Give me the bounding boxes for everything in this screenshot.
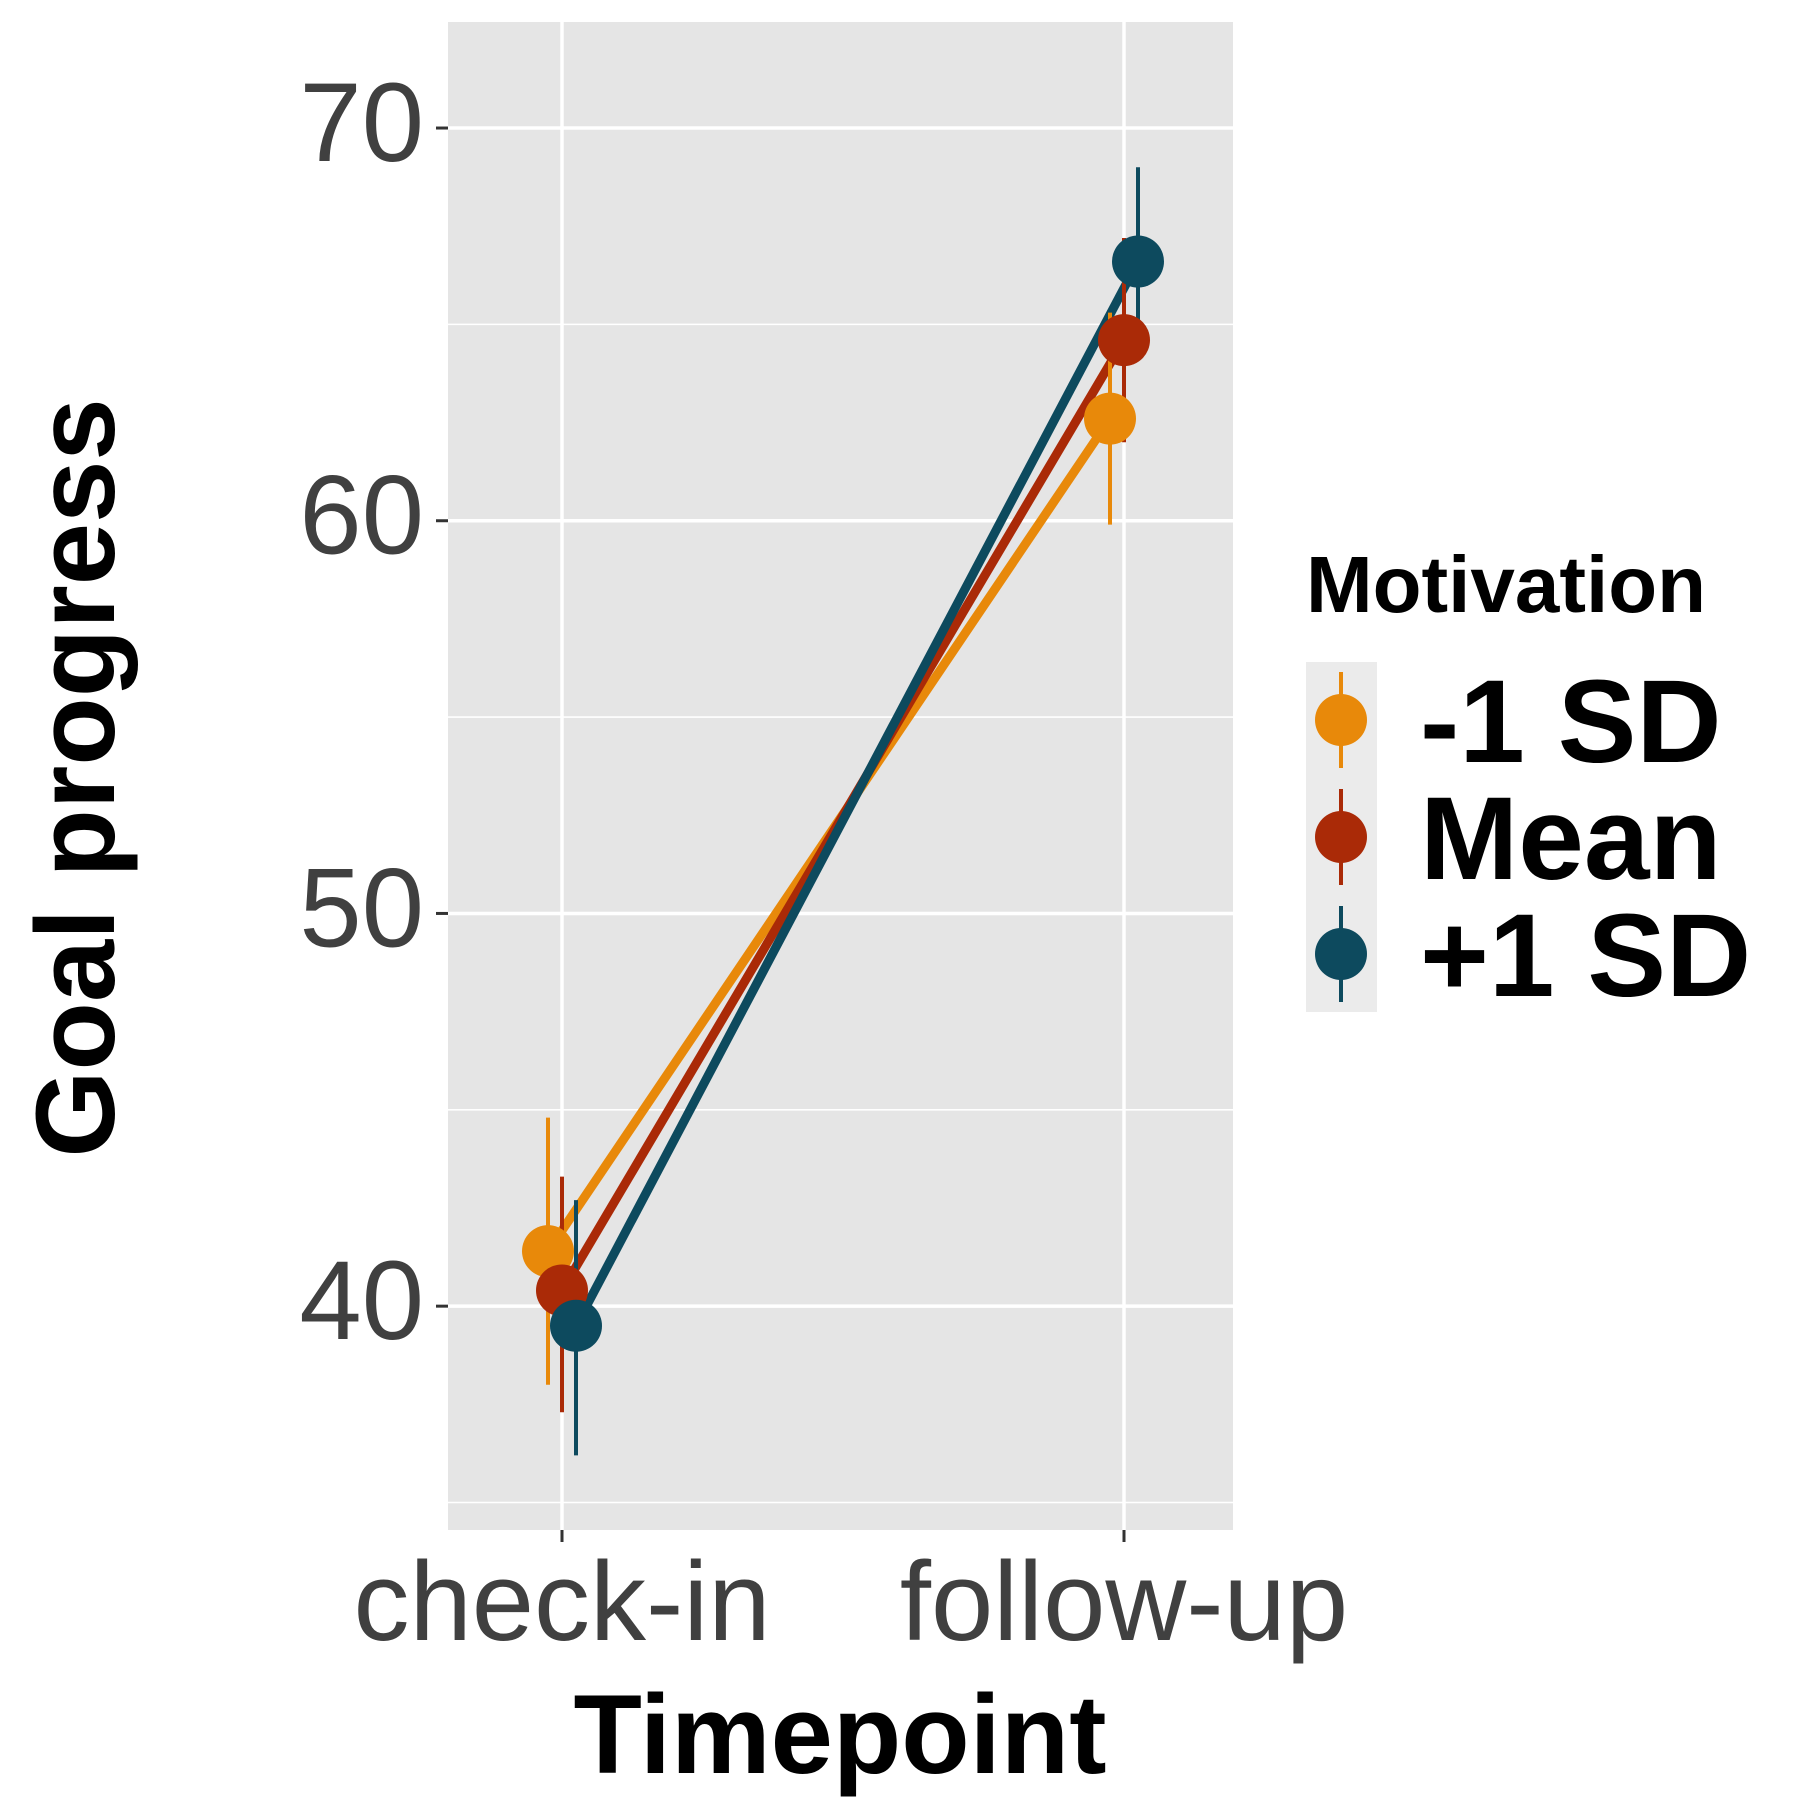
series-points [522, 235, 1164, 1352]
legend-label: -1 SD [1420, 656, 1722, 788]
series-line [572, 259, 1142, 1328]
legend-key-point [1315, 928, 1367, 980]
legend-label: Mean [1420, 773, 1722, 905]
data-point [1084, 392, 1136, 445]
data-point [522, 1225, 574, 1278]
legend-label: +1 SD [1420, 890, 1751, 1022]
y-tick-label: 60 [299, 453, 424, 578]
data-point [1098, 314, 1150, 367]
y-tick-label: 40 [299, 1238, 424, 1363]
x-axis: check-in follow-up [353, 1530, 1348, 1664]
minor-gridlines [448, 323, 1233, 1504]
y-tick-label: 50 [299, 845, 424, 970]
x-tick-label: check-in [353, 1539, 770, 1664]
legend-key-point [1315, 811, 1367, 863]
y-axis-title: Goal progress [13, 398, 138, 1157]
series-lines [544, 259, 1142, 1328]
data-point [550, 1299, 602, 1352]
x-tick-label: follow-up [900, 1539, 1348, 1664]
legend-key-point [1315, 694, 1367, 746]
legend-title: Motivation [1306, 540, 1706, 629]
data-point [1112, 235, 1164, 288]
y-axis: 40 50 60 70 [299, 60, 448, 1363]
y-tick-label: 70 [299, 60, 424, 185]
x-axis-title: Timepoint [573, 1672, 1106, 1797]
